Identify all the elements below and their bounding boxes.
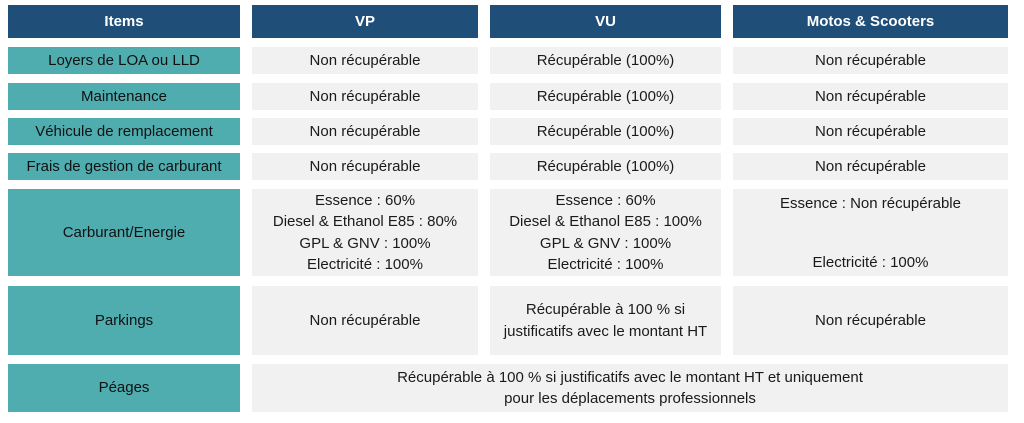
cell-carburant-motos: Essence : Non récupérable Electricité : … <box>733 189 1008 276</box>
row-label-carburant: Carburant/Energie <box>8 189 240 276</box>
carburant-motos-electricite: Electricité : 100% <box>812 253 929 271</box>
cell-loyers-vu: Récupérable (100%) <box>490 47 721 74</box>
header-motos-scooters: Motos & Scooters <box>733 5 1008 38</box>
carburant-vu-gpl: GPL & GNV : 100% <box>539 234 672 252</box>
carburant-vp-gpl: GPL & GNV : 100% <box>299 234 431 252</box>
cell-parkings-vp: Non récupérable <box>252 286 478 355</box>
cell-vehicule-vu: Récupérable (100%) <box>490 118 721 145</box>
carburant-vp-list: Essence : 60% Diesel & Ethanol E85 : 80%… <box>273 190 457 276</box>
peages-line-2: pour les déplacements professionnels <box>504 390 756 407</box>
cell-vehicule-vp: Non récupérable <box>252 118 478 145</box>
cell-carburant-vu: Essence : 60% Diesel & Ethanol E85 : 100… <box>490 189 721 276</box>
cell-peages-all: Récupérable à 100 % si justificatifs ave… <box>252 364 1008 412</box>
parkings-vu-text: Récupérable à 100 % si justificatifs ave… <box>504 299 707 342</box>
cell-parkings-vu: Récupérable à 100 % si justificatifs ave… <box>490 286 721 355</box>
cell-maintenance-vu: Récupérable (100%) <box>490 83 721 110</box>
carburant-vu-list: Essence : 60% Diesel & Ethanol E85 : 100… <box>509 190 702 276</box>
header-vp: VP <box>252 5 478 38</box>
carburant-vu-essence: Essence : 60% <box>555 191 656 209</box>
cell-frais-vu: Récupérable (100%) <box>490 153 721 180</box>
row-label-loyers: Loyers de LOA ou LLD <box>8 47 240 74</box>
carburant-vp-essence: Essence : 60% <box>314 191 416 209</box>
cell-loyers-motos: Non récupérable <box>733 47 1008 74</box>
header-vu: VU <box>490 5 721 38</box>
peages-text: Récupérable à 100 % si justificatifs ave… <box>397 367 863 410</box>
row-label-frais-gestion: Frais de gestion de carburant <box>8 153 240 180</box>
carburant-motos-list: Essence : Non récupérable Electricité : … <box>780 189 961 276</box>
row-label-maintenance: Maintenance <box>8 83 240 110</box>
carburant-motos-essence: Essence : Non récupérable <box>780 195 961 212</box>
carburant-vp-diesel: Diesel & Ethanol E85 : 80% <box>272 213 458 230</box>
cell-loyers-vp: Non récupérable <box>252 47 478 74</box>
row-label-peages: Péages <box>8 364 240 412</box>
cell-frais-motos: Non récupérable <box>733 153 1008 180</box>
carburant-vu-electricite: Electricité : 100% <box>547 256 664 273</box>
cell-maintenance-motos: Non récupérable <box>733 83 1008 110</box>
parkings-vu-line-2: justificatifs avec le montant HT <box>503 322 708 340</box>
cell-maintenance-vp: Non récupérable <box>252 83 478 110</box>
carburant-vp-electricite: Electricité : 100% <box>307 256 423 273</box>
parkings-vu-line-1: Récupérable à 100 % si <box>525 301 686 318</box>
carburant-vu-diesel: Diesel & Ethanol E85 : 100% <box>509 213 702 230</box>
row-label-vehicule-remplacement: Véhicule de remplacement <box>8 118 240 145</box>
cell-parkings-motos: Non récupérable <box>733 286 1008 355</box>
cell-frais-vp: Non récupérable <box>252 153 478 180</box>
row-label-parkings: Parkings <box>8 286 240 355</box>
cell-vehicule-motos: Non récupérable <box>733 118 1008 145</box>
header-items: Items <box>8 5 240 38</box>
peages-line-1: Récupérable à 100 % si justificatifs ave… <box>397 368 863 386</box>
cell-carburant-vp: Essence : 60% Diesel & Ethanol E85 : 80%… <box>252 189 478 276</box>
